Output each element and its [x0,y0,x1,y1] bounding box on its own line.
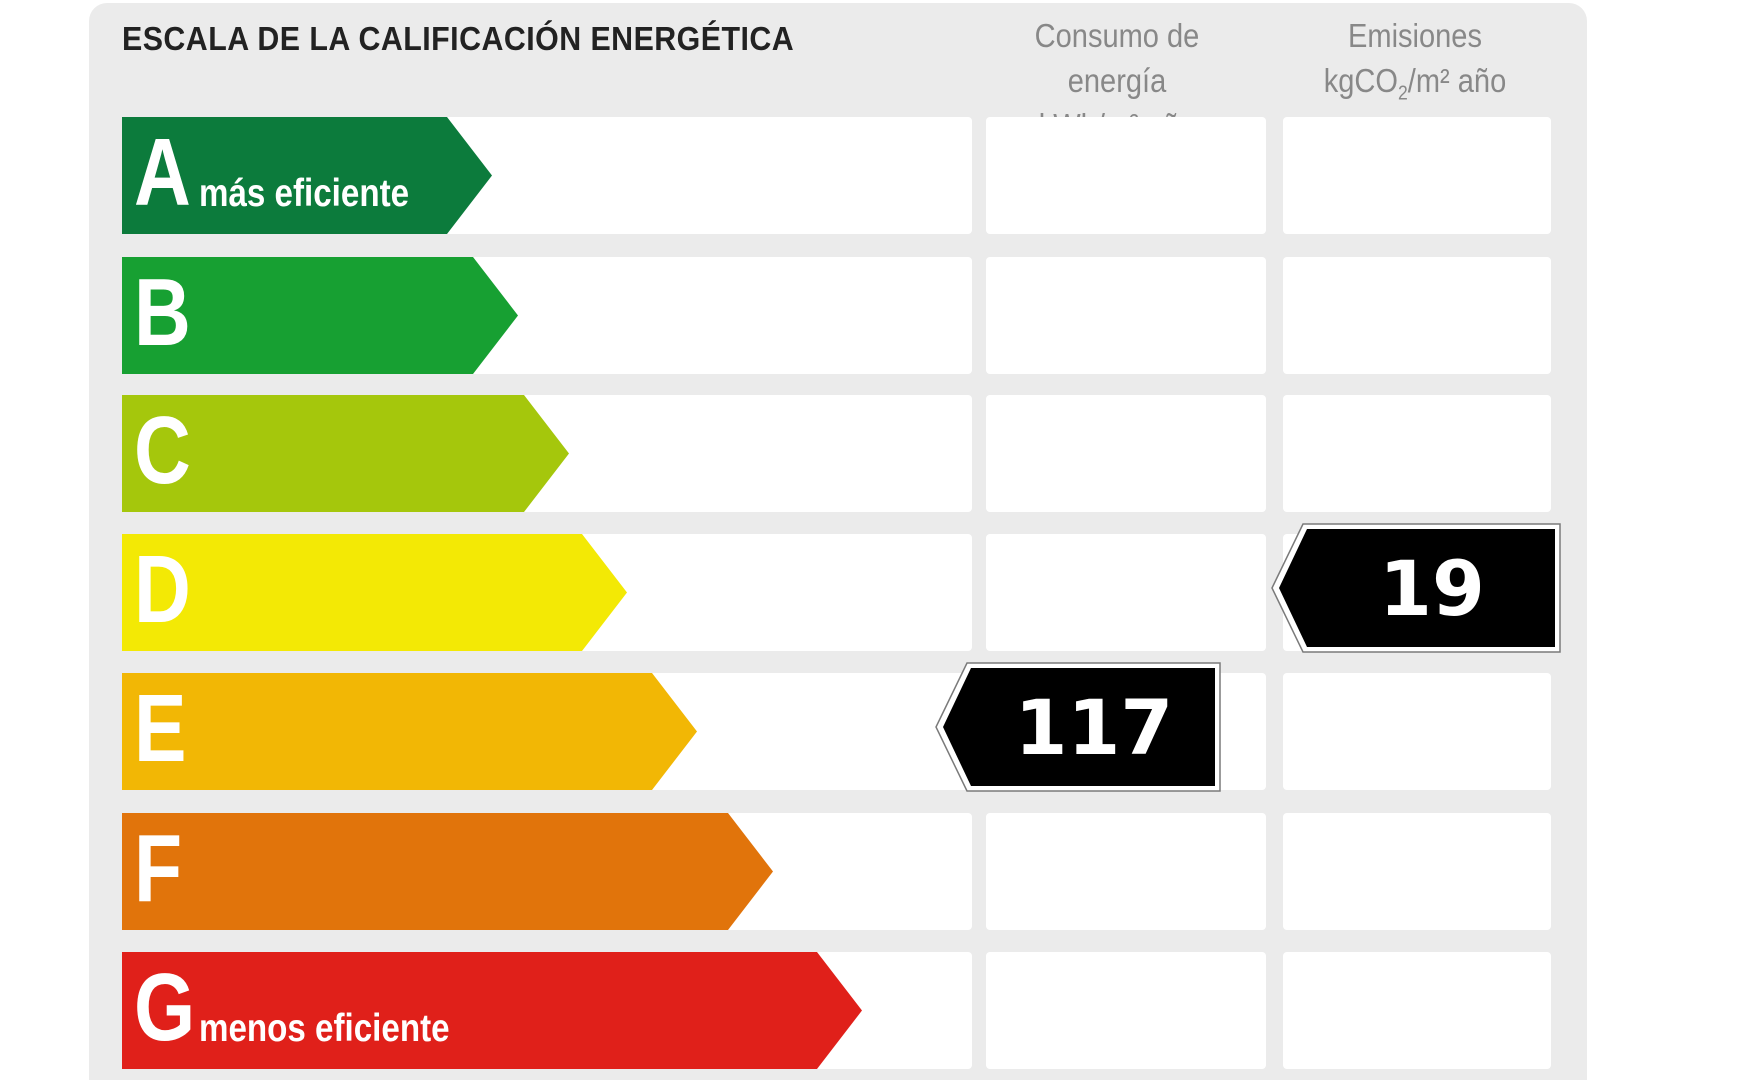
emisiones-cell [1283,117,1551,234]
consumo-cell [986,813,1266,930]
band-letter: G [134,954,196,1061]
band-arrow-shape [122,534,627,651]
consumo-rating-value: 117 [1014,682,1174,772]
label-title: ESCALA DE LA CALIFICACIÓN ENERGÉTICA [122,20,795,57]
emisiones-rating-marker: 19 [1271,523,1561,653]
band-arrow-shape [122,952,862,1069]
band-letter: C [134,397,191,504]
emisiones-cell [1283,813,1551,930]
emisiones-cell [1283,673,1551,790]
band-letter: D [134,536,191,643]
consumo-rating-marker: 117 [935,662,1221,792]
band-arrow-shape [122,813,773,930]
header-emisiones-line1: Emisiones [1348,17,1482,54]
consumo-cell [986,257,1266,374]
emisiones-cell [1283,952,1551,1069]
header-emisiones-unit: kgCO2/m² año [1323,62,1507,105]
header-emisiones: Emisiones kgCO2/m² año [1296,13,1534,117]
band-c: C [122,395,569,512]
band-f: F [122,813,773,930]
consumo-cell [986,117,1266,234]
band-caption: más eficiente [199,172,410,215]
emisiones-rating-value: 19 [1379,543,1485,633]
consumo-cell [986,395,1266,512]
band-arrow-shape [122,257,518,374]
band-arrow-shape [122,117,492,234]
band-e: E [122,673,697,790]
band-letter: A [134,119,191,226]
band-b: B [122,257,518,374]
band-letter: B [134,259,191,366]
emisiones-cell [1283,395,1551,512]
emisiones-cell [1283,257,1551,374]
band-arrow-shape [122,673,697,790]
band-letter: E [134,675,187,782]
consumo-cell [986,534,1266,651]
band-d: D [122,534,627,651]
consumo-cell [986,952,1266,1069]
band-arrow-shape [122,395,569,512]
header-consumo-line1: Consumo de energía [1034,17,1200,99]
band-letter: F [134,815,183,922]
band-caption: menos eficiente [199,1007,450,1050]
